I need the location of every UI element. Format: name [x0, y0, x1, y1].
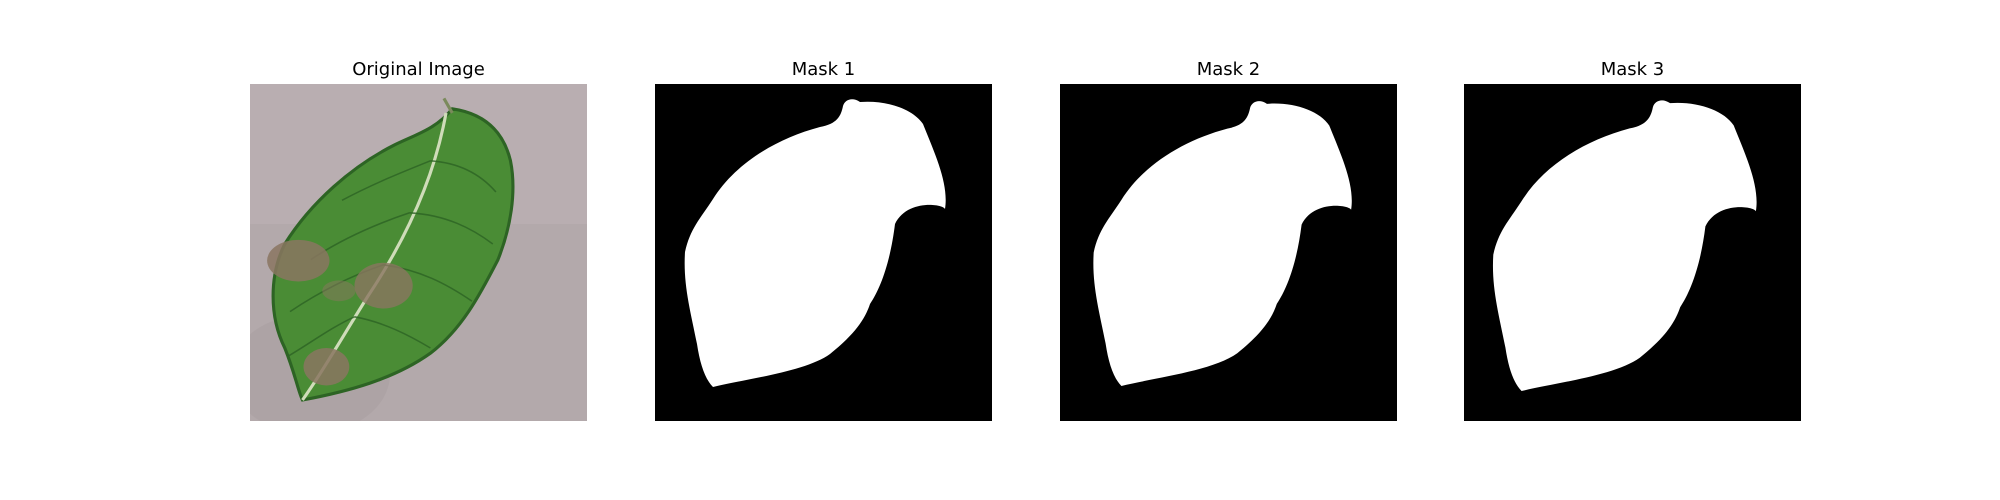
- panel-original: Original Image: [250, 0, 587, 500]
- mask-1-image: [655, 84, 992, 421]
- panel-title: Mask 1: [791, 59, 856, 80]
- original-leaf-image: [250, 84, 587, 421]
- panel-title: Original Image: [352, 59, 485, 80]
- panel-mask-2: Mask 2: [1060, 0, 1397, 500]
- panel-title: Mask 2: [1196, 59, 1261, 80]
- mask-2-image: [1060, 84, 1397, 421]
- panel-mask-1: Mask 1: [655, 0, 992, 500]
- mask-3-image: [1464, 84, 1801, 421]
- panel-mask-3: Mask 3: [1464, 0, 1801, 500]
- panel-title: Mask 3: [1600, 59, 1665, 80]
